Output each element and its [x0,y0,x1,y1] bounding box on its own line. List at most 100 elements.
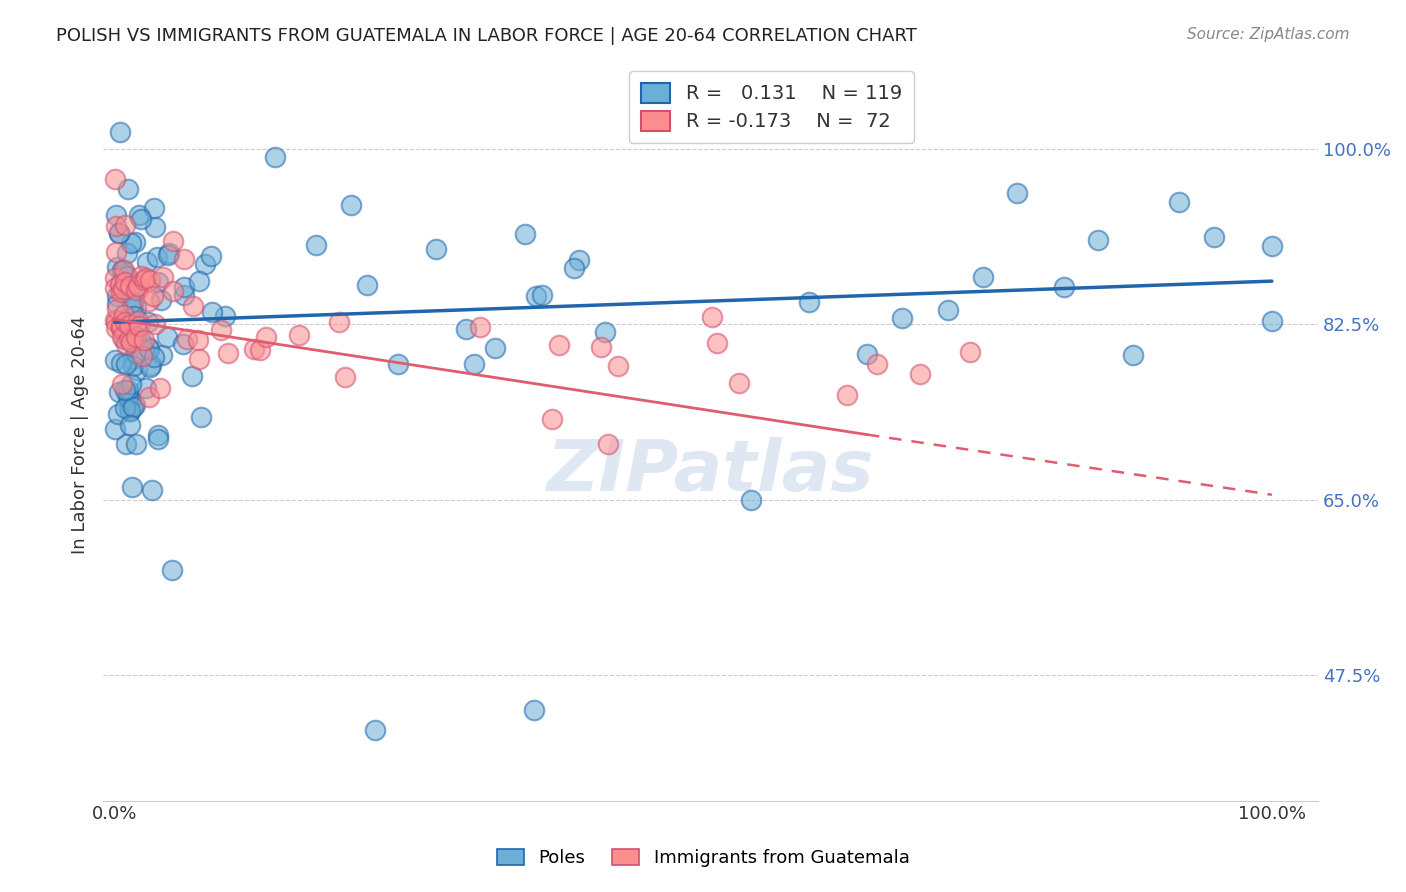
Point [148,276,170,290]
Point [141,359,163,373]
Point [108,384,131,399]
Point [1052,280,1074,294]
Point [111,330,134,344]
Point [908,367,931,381]
Point [138,273,160,287]
Point [110,320,132,334]
Point [121,329,143,343]
Point [157,246,180,260]
Point [114,322,136,336]
Point [122,401,145,415]
Point [142,350,165,364]
Point [249,343,271,358]
Point [524,289,547,303]
Point [105,207,128,221]
Point [387,357,409,371]
Point [121,480,143,494]
Text: ZIPatlas: ZIPatlas [547,437,875,506]
Legend: R =   0.131    N = 119, R = -0.173    N =  72: R = 0.131 N = 119, R = -0.173 N = 72 [630,71,914,143]
Point [127,278,149,293]
Point [162,235,184,249]
Point [138,342,160,356]
Point [122,299,145,313]
Point [122,359,145,373]
Point [128,208,150,222]
Point [513,227,536,242]
Point [111,277,134,291]
Point [143,317,166,331]
Point [124,399,146,413]
Point [117,401,139,416]
Point [120,404,142,418]
Point [114,282,136,296]
Point [112,309,135,323]
Point [111,282,134,296]
Point [131,349,153,363]
Point [125,437,148,451]
Point [589,341,612,355]
Point [138,390,160,404]
Point [132,333,155,347]
Point [127,314,149,328]
Y-axis label: In Labor Force | Age 20-64: In Labor Force | Age 20-64 [72,316,89,554]
Point [593,325,616,339]
Point [120,418,142,433]
Point [463,357,485,371]
Point [141,483,163,498]
Point [1261,239,1284,253]
Point [425,243,447,257]
Point [194,257,217,271]
Point [105,297,128,311]
Point [149,381,172,395]
Point [122,309,145,323]
Point [115,357,138,371]
Point [162,285,184,299]
Point [181,299,204,313]
Point [110,321,132,335]
Point [176,332,198,346]
Point [107,226,129,240]
Point [254,329,277,343]
Point [149,293,172,308]
Point [120,393,142,408]
Point [214,310,236,324]
Point [105,301,128,316]
Point [243,342,266,356]
Point [470,320,492,334]
Point [121,294,143,309]
Point [797,295,820,310]
Point [356,277,378,292]
Point [136,315,159,329]
Point [143,219,166,234]
Point [548,337,571,351]
Point [104,270,127,285]
Point [1202,230,1225,244]
Point [104,353,127,368]
Point [335,370,357,384]
Point [117,246,139,260]
Point [122,328,145,343]
Point [129,212,152,227]
Point [120,377,142,392]
Point [702,310,724,325]
Point [1122,348,1144,362]
Point [856,346,879,360]
Point [1087,233,1109,247]
Point [120,334,142,349]
Point [120,236,142,251]
Point [125,300,148,314]
Point [890,311,912,326]
Point [114,383,136,397]
Point [125,362,148,376]
Point [740,492,762,507]
Point [181,369,204,384]
Point [114,437,136,451]
Point [568,252,591,267]
Point [972,270,994,285]
Point [209,323,232,337]
Point [484,341,506,355]
Point [142,201,165,215]
Point [128,318,150,333]
Point [110,356,132,370]
Point [135,381,157,395]
